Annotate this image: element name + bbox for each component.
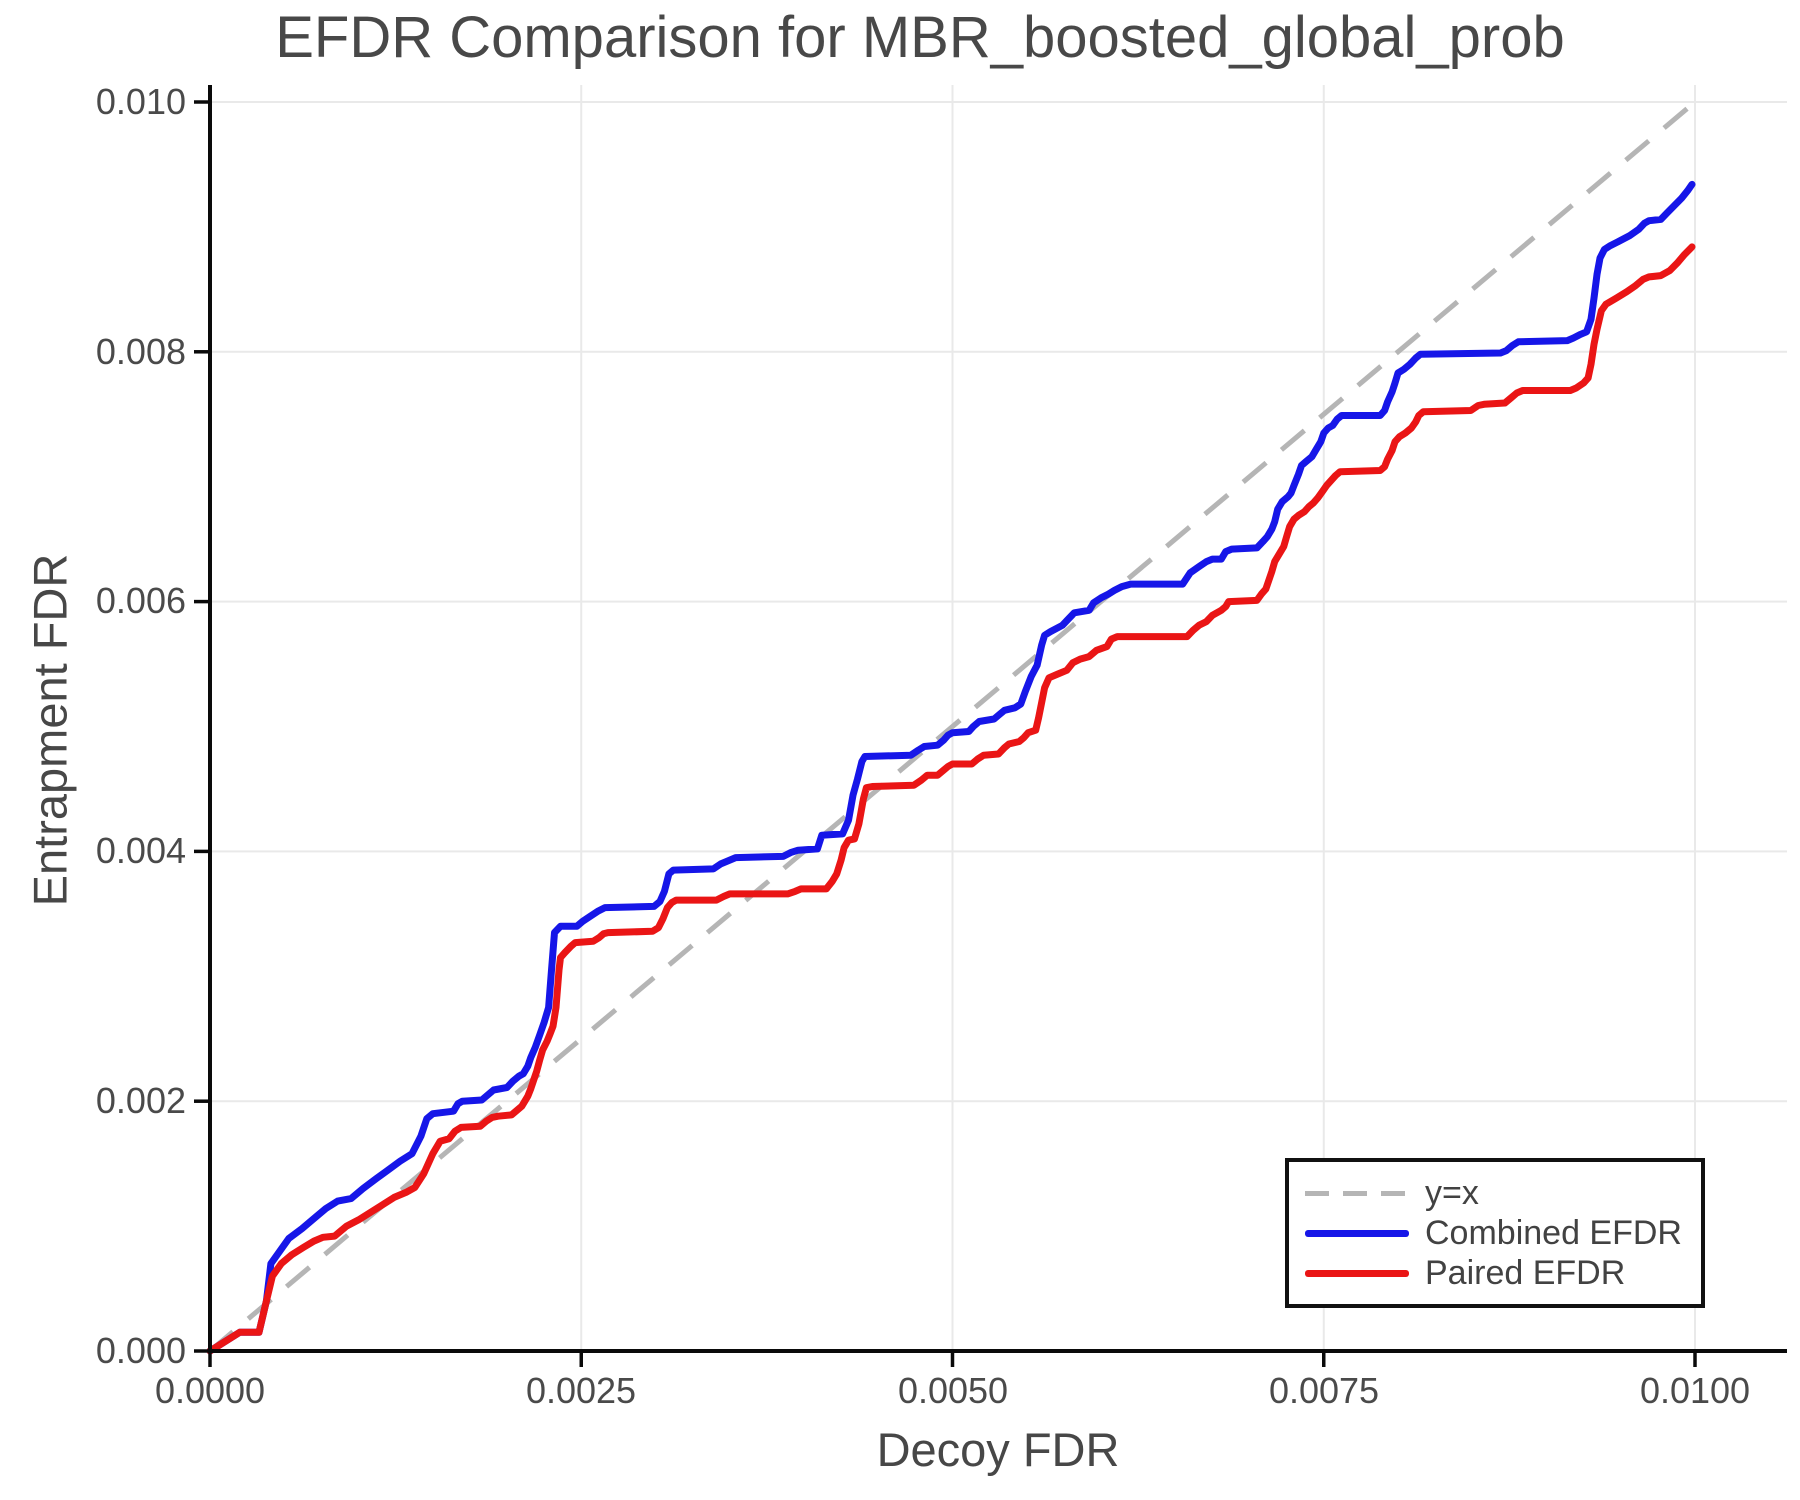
legend-item-combined-efdr: Combined EFDR bbox=[1289, 1213, 1701, 1252]
legend-item-paired-efdr: Paired EFDR bbox=[1289, 1253, 1701, 1292]
y-tick-label: 0.010 bbox=[95, 81, 186, 122]
legend-label: y=x bbox=[1425, 1173, 1479, 1212]
x-tick-label: 0.0025 bbox=[525, 1370, 637, 1411]
reference-line-y-equals-x bbox=[208, 100, 1697, 1353]
y-tick-label: 0.000 bbox=[95, 1330, 186, 1371]
dashed-line-sample-icon bbox=[1305, 1190, 1409, 1196]
x-tick-label: 0.0075 bbox=[1268, 1370, 1380, 1411]
x-tick-label: 0.0050 bbox=[897, 1370, 1009, 1411]
legend-label: Paired EFDR bbox=[1425, 1253, 1626, 1292]
y-tick-label: 0.004 bbox=[95, 830, 186, 871]
red-line-sample-icon bbox=[1305, 1269, 1409, 1277]
y-tick-label: 0.008 bbox=[95, 331, 186, 372]
x-axis-label: Decoy FDR bbox=[876, 1423, 1120, 1476]
legend-box: y=x Combined EFDR Paired EFDR bbox=[1285, 1158, 1705, 1308]
x-tick-label: 0.0100 bbox=[1639, 1370, 1751, 1411]
blue-line-sample-icon bbox=[1305, 1229, 1409, 1237]
y-axis-label: Entrapment FDR bbox=[23, 553, 77, 907]
y-tick-label: 0.002 bbox=[95, 1080, 186, 1121]
series-line-paired-efdr bbox=[206, 243, 1696, 1355]
series-line-combined-efdr bbox=[206, 180, 1696, 1355]
x-tick-label: 0.0000 bbox=[154, 1370, 266, 1411]
chart-title: EFDR Comparison for MBR_boosted_global_p… bbox=[275, 5, 1565, 70]
legend-label: Combined EFDR bbox=[1425, 1213, 1682, 1252]
legend-item-yx: y=x bbox=[1289, 1173, 1701, 1212]
y-tick-label: 0.006 bbox=[95, 580, 186, 621]
